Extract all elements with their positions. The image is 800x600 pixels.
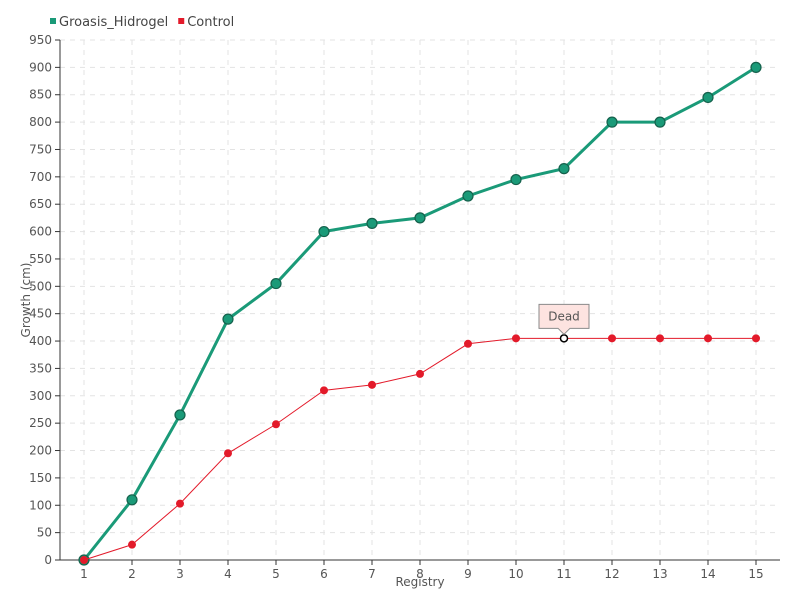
x-tick-label: 12 xyxy=(604,567,619,581)
y-tick-label: 650 xyxy=(29,197,52,211)
y-tick-label: 0 xyxy=(44,553,52,567)
y-tick-label: 550 xyxy=(29,252,52,266)
y-tick-label: 500 xyxy=(29,279,52,293)
data-point xyxy=(126,494,138,506)
y-tick-label: 850 xyxy=(29,88,52,102)
legend-swatch xyxy=(178,18,185,24)
y-tick-label: 400 xyxy=(29,334,52,348)
x-tick-label: 15 xyxy=(748,567,763,581)
data-point xyxy=(752,334,760,343)
data-point xyxy=(270,277,282,290)
data-point xyxy=(224,449,232,458)
data-point xyxy=(80,556,88,564)
legend: Groasis_Hidrogel Control xyxy=(50,15,234,30)
x-tick-label: 4 xyxy=(224,567,232,581)
data-point xyxy=(416,369,424,378)
legend-swatch xyxy=(50,18,56,24)
x-tick-label: 3 xyxy=(176,567,184,581)
data-point xyxy=(462,190,474,202)
data-point xyxy=(750,61,762,73)
data-point xyxy=(174,409,186,421)
data-point xyxy=(558,163,570,175)
y-tick-label: 950 xyxy=(29,33,52,47)
data-point xyxy=(606,116,618,128)
data-point xyxy=(320,386,328,395)
data-point xyxy=(654,116,666,128)
y-tick-label: 800 xyxy=(29,115,52,129)
data-point xyxy=(702,91,714,104)
data-point xyxy=(318,225,330,238)
data-point xyxy=(128,540,136,549)
data-point xyxy=(414,212,426,224)
y-tick-label: 700 xyxy=(29,170,52,184)
y-tick-label: 900 xyxy=(29,60,52,74)
data-point xyxy=(656,334,664,343)
x-axis-title: Registry xyxy=(395,575,444,589)
y-tick-label: 50 xyxy=(37,526,52,540)
y-axis-ticks: 0 50 100 150 200 250 300 350 400 450 500 550 600 650 7… xyxy=(29,33,60,567)
x-axis-ticks: 1 2 3 4 5 6 7 8 9 10 11 12 13 14 15 xyxy=(80,560,764,581)
x-tick-label: 13 xyxy=(652,567,667,581)
x-tick-label: 6 xyxy=(320,567,328,581)
legend-label: Groasis_Hidrogel xyxy=(59,15,168,30)
annotation: Dead xyxy=(538,303,590,343)
data-point xyxy=(608,334,616,343)
series-1 xyxy=(80,334,760,564)
annotation-point xyxy=(559,334,569,343)
legend-label: Control xyxy=(187,15,234,30)
data-point xyxy=(368,380,376,389)
x-tick-label: 11 xyxy=(556,567,571,581)
x-tick-label: 1 xyxy=(80,567,88,581)
data-point xyxy=(222,313,234,325)
annotation-callout xyxy=(538,303,590,336)
y-tick-label: 600 xyxy=(29,225,52,239)
x-tick-label: 7 xyxy=(368,567,376,581)
series-0 xyxy=(78,61,762,566)
data-point xyxy=(272,420,280,429)
data-point xyxy=(464,339,472,348)
y-tick-label: 150 xyxy=(29,471,52,485)
x-tick-label: 5 xyxy=(272,567,280,581)
y-tick-label: 450 xyxy=(29,307,52,321)
x-tick-label: 14 xyxy=(700,567,715,581)
x-tick-label: 10 xyxy=(508,567,523,581)
y-tick-label: 750 xyxy=(29,142,52,156)
grid xyxy=(60,39,780,561)
y-tick-label: 250 xyxy=(29,416,52,430)
data-point xyxy=(704,334,712,343)
y-tick-label: 350 xyxy=(29,361,52,375)
y-tick-label: 100 xyxy=(29,498,52,512)
annotation-label: Dead xyxy=(548,309,580,323)
data-point xyxy=(510,173,522,186)
data-point xyxy=(366,217,378,229)
y-tick-label: 200 xyxy=(29,444,52,458)
data-point xyxy=(512,334,520,343)
y-axis-title: Growth (cm) xyxy=(19,263,33,338)
data-point xyxy=(176,499,184,508)
x-tick-label: 9 xyxy=(464,567,472,581)
x-tick-label: 8 xyxy=(416,567,424,581)
x-tick-label: 2 xyxy=(128,567,136,581)
y-tick-label: 300 xyxy=(29,389,52,403)
